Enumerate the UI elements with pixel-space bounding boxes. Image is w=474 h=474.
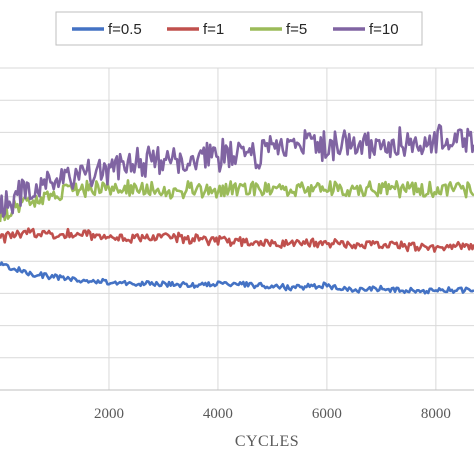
x-tick-labels: 2000 4000 6000 8000 — [94, 406, 451, 422]
legend-label: f=5 — [286, 21, 307, 38]
grid — [0, 67, 474, 390]
legend: f=0.5 f=1 f=5 f=10 — [55, 11, 423, 46]
series-layer — [0, 123, 474, 295]
x-tick-label: 8000 — [421, 406, 451, 422]
x-axis-title: CYCLES — [235, 433, 299, 450]
legend-label: f=10 — [369, 21, 399, 38]
x-tick-label: 2000 — [94, 406, 124, 422]
series-line-f-1 — [0, 227, 474, 253]
x-tick-label: 4000 — [203, 406, 233, 422]
x-tick-label: 6000 — [312, 406, 342, 422]
series-line-f-10 — [0, 123, 474, 218]
legend-label: f=1 — [203, 21, 224, 38]
series-line-f-0-5 — [0, 261, 474, 295]
series-line-f-5 — [0, 179, 474, 223]
legend-label: f=0.5 — [108, 21, 142, 38]
